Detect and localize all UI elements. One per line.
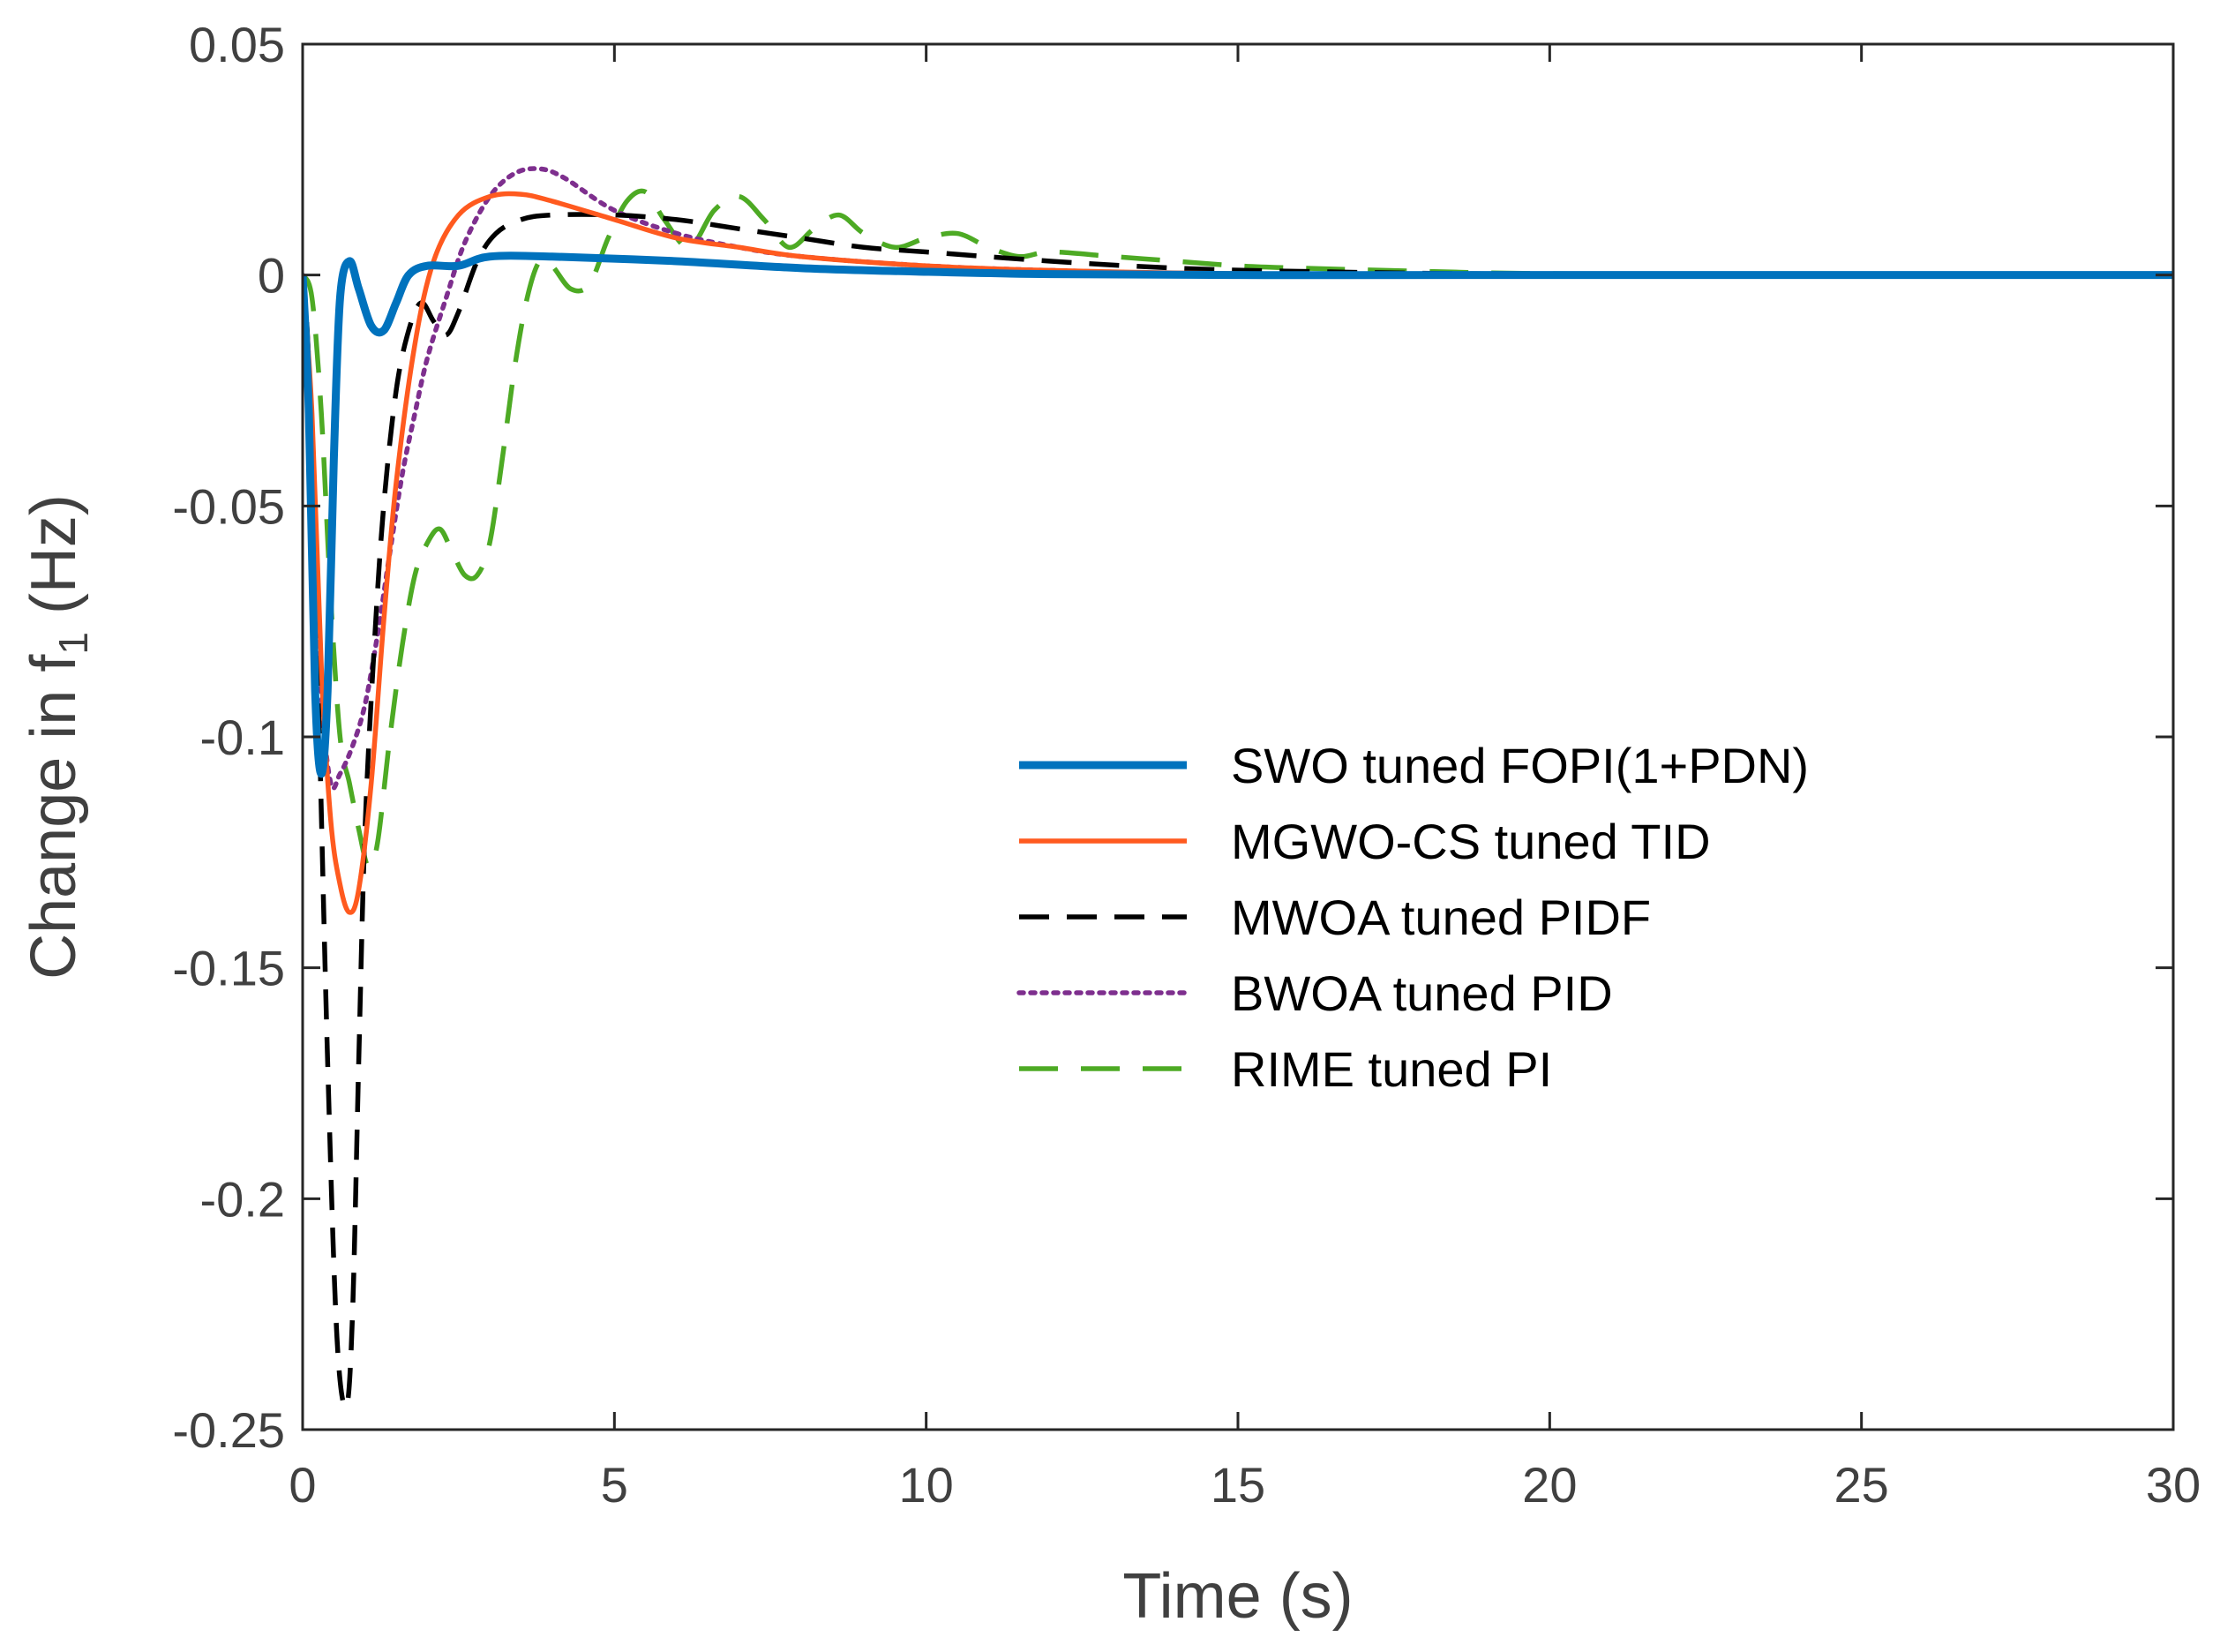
y-axis: 0.05 0 -0.05 -0.1 -0.15 -0.2 -0.25 (172, 17, 2173, 1458)
x-tick-label: 5 (601, 1457, 628, 1513)
series-line-3 (303, 212, 2173, 1410)
y-tick-label: 0.05 (189, 17, 285, 72)
x-tick-label: 15 (1211, 1457, 1265, 1513)
x-tick-label: 25 (1834, 1457, 1889, 1513)
y-axis-title-unit: (Hz) (19, 494, 89, 632)
x-tick-label: 0 (289, 1457, 316, 1513)
y-tick-label: -0.25 (172, 1402, 285, 1458)
y-tick-label: -0.15 (172, 941, 285, 996)
legend: SWO tuned FOPI(1+PDN) MGWO-CS tuned TID MW… (1016, 738, 1809, 1097)
series-line-1 (303, 252, 2173, 778)
series-layer (303, 166, 2173, 1410)
legend-label-3: MWOA tuned PIDF (1231, 890, 1651, 945)
legend-label-2: MGWO-CS tuned TID (1231, 814, 1711, 869)
legend-label-4: BWOA tuned PID (1231, 965, 1613, 1021)
y-tick-label: -0.2 (200, 1171, 286, 1227)
x-axis: 0 5 10 15 20 25 30 (289, 44, 2201, 1513)
legend-label-1: SWO tuned FOPI(1+PDN) (1231, 738, 1809, 793)
x-tick-label: 10 (899, 1457, 954, 1513)
x-tick-label: 30 (2146, 1457, 2201, 1513)
y-axis-title-subscript: 1 (50, 632, 96, 655)
legend-label-5: RIME tuned PI (1231, 1041, 1552, 1097)
y-tick-label: -0.1 (200, 710, 286, 765)
y-axis-title-main: Change in f (19, 654, 89, 980)
y-axis-title: Change in f1 (Hz) (19, 494, 96, 980)
series-line-5 (303, 188, 2173, 869)
x-tick-label: 20 (1522, 1457, 1577, 1513)
y-tick-label: 0 (258, 248, 285, 304)
y-tick-label: -0.05 (172, 478, 285, 534)
plot-area (303, 44, 2173, 1430)
x-axis-title: Time (s) (1122, 1561, 1353, 1632)
